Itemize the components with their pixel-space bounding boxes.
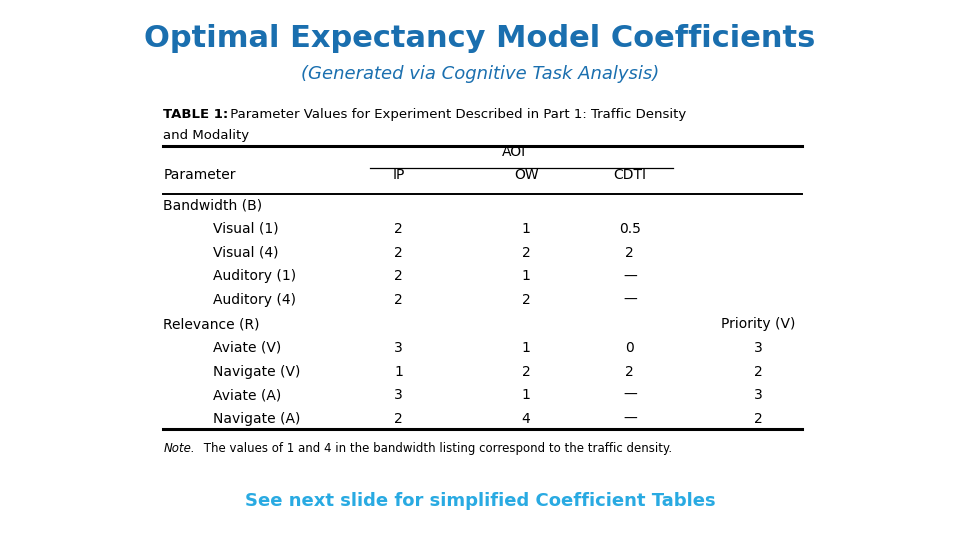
Text: Relevance (R): Relevance (R) — [163, 317, 260, 331]
Text: Parameter: Parameter — [163, 168, 236, 182]
Text: 3: 3 — [754, 388, 763, 402]
Text: Visual (1): Visual (1) — [213, 222, 278, 236]
Text: 2: 2 — [394, 222, 403, 236]
Text: Auditory (1): Auditory (1) — [213, 269, 297, 284]
Text: Auditory (4): Auditory (4) — [213, 293, 296, 307]
Text: See next slide for simplified Coefficient Tables: See next slide for simplified Coefficien… — [245, 492, 715, 510]
Text: Bandwidth (B): Bandwidth (B) — [163, 198, 262, 212]
Text: 2: 2 — [625, 246, 635, 260]
Text: 3: 3 — [754, 341, 763, 355]
Text: 3: 3 — [394, 341, 403, 355]
Text: 2: 2 — [625, 364, 635, 379]
Text: 2: 2 — [394, 293, 403, 307]
Text: 0.5: 0.5 — [619, 222, 640, 236]
Text: 3: 3 — [394, 388, 403, 402]
Text: —: — — [623, 412, 636, 426]
Text: Navigate (V): Navigate (V) — [213, 364, 300, 379]
Text: AOI: AOI — [502, 145, 526, 159]
Text: 2: 2 — [521, 293, 531, 307]
Text: 1: 1 — [521, 222, 531, 236]
Text: 2: 2 — [754, 364, 763, 379]
Text: and Modality: and Modality — [163, 129, 250, 141]
Text: 0: 0 — [625, 341, 635, 355]
Text: 2: 2 — [521, 246, 531, 260]
Text: 2: 2 — [521, 364, 531, 379]
Text: Parameter Values for Experiment Described in Part 1: Traffic Density: Parameter Values for Experiment Describe… — [226, 108, 685, 121]
Text: 1: 1 — [521, 388, 531, 402]
Text: Aviate (V): Aviate (V) — [213, 341, 281, 355]
Text: OW: OW — [514, 168, 539, 182]
Text: 1: 1 — [521, 341, 531, 355]
Text: (Generated via Cognitive Task Analysis): (Generated via Cognitive Task Analysis) — [300, 65, 660, 83]
Text: CDTI: CDTI — [613, 168, 646, 182]
Text: —: — — [623, 269, 636, 284]
Text: 2: 2 — [754, 412, 763, 426]
Text: 1: 1 — [521, 269, 531, 284]
Text: Navigate (A): Navigate (A) — [213, 412, 300, 426]
Text: Visual (4): Visual (4) — [213, 246, 278, 260]
Text: TABLE 1:: TABLE 1: — [163, 108, 228, 121]
Text: —: — — [623, 293, 636, 307]
Text: —: — — [623, 388, 636, 402]
Text: IP: IP — [393, 168, 404, 182]
Text: The values of 1 and 4 in the bandwidth listing correspond to the traffic density: The values of 1 and 4 in the bandwidth l… — [200, 442, 672, 455]
Text: Priority (V): Priority (V) — [721, 317, 796, 331]
Text: Note.: Note. — [163, 442, 195, 455]
Text: 1: 1 — [394, 364, 403, 379]
Text: 4: 4 — [521, 412, 531, 426]
Text: 2: 2 — [394, 269, 403, 284]
Text: 2: 2 — [394, 246, 403, 260]
Text: Optimal Expectancy Model Coefficients: Optimal Expectancy Model Coefficients — [144, 24, 816, 53]
Text: Aviate (A): Aviate (A) — [213, 388, 281, 402]
Text: 2: 2 — [394, 412, 403, 426]
